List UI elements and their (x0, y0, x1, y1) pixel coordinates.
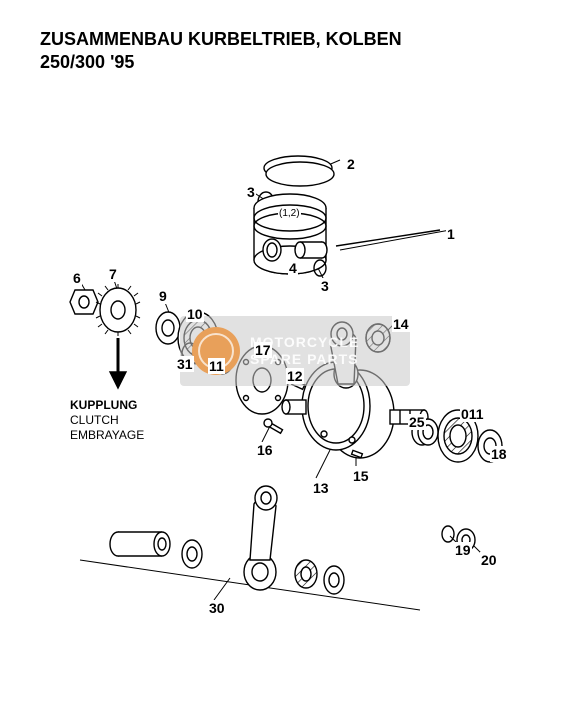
title-line1: ZUSAMMENBAU KURBELTRIEB, KOLBEN (40, 29, 402, 49)
callout-25: 25 (408, 414, 426, 430)
callout-1: 1 (446, 226, 456, 242)
callout-15: 15 (352, 468, 370, 484)
callout-(1,2): (1,2) (278, 208, 301, 219)
callout-7: 7 (108, 266, 118, 282)
callout-6: 6 (72, 270, 82, 286)
callout-31: 31 (176, 356, 194, 372)
callout-19: 19 (454, 542, 472, 558)
gear-icon (96, 284, 140, 336)
callout-18: 18 (490, 446, 508, 462)
callout-011: 011 (460, 406, 485, 422)
callout-10: 10 (186, 306, 204, 322)
callout-2: 2 (346, 156, 356, 172)
callout-20: 20 (480, 552, 498, 568)
title-line2: 250/300 '95 (40, 52, 134, 72)
callout-14: 14 (392, 316, 410, 332)
callout-9: 9 (158, 288, 168, 304)
clutch-fr: EMBRAYAGE (70, 428, 144, 442)
callout-4: 4 (288, 260, 298, 276)
parts-svg (0, 110, 564, 670)
callout-3: 3 (246, 184, 256, 200)
arrow-down-icon (110, 338, 126, 388)
callout-17: 17 (254, 342, 272, 358)
callout-16: 16 (256, 442, 274, 458)
clutch-en: CLUTCH (70, 413, 119, 427)
clutch-de: KUPPLUNG (70, 398, 137, 412)
callout-11: 11 (208, 358, 225, 374)
callout-3: 3 (320, 278, 330, 294)
callout-12: 12 (286, 368, 304, 384)
clutch-label: KUPPLUNG CLUTCH EMBRAYAGE (70, 398, 144, 443)
callout-30: 30 (208, 600, 226, 616)
exploded-diagram: MOTORCYCLE SPARE PARTS KUPPLUNG CLUTCH E… (0, 110, 564, 670)
callout-13: 13 (312, 480, 330, 496)
